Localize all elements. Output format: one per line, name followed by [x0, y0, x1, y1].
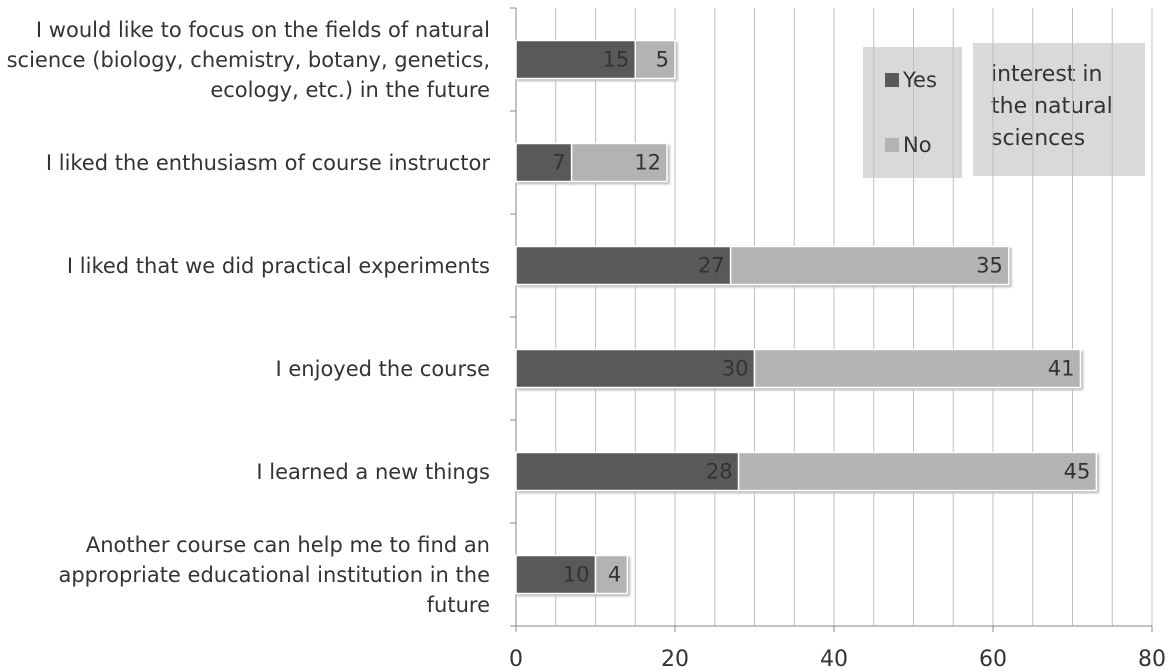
data-label: 35 [976, 254, 1003, 278]
legend-swatch [885, 138, 899, 152]
x-tick-label: 20 [661, 647, 689, 671]
y-tick-label: Another course can help me to find an ap… [58, 532, 490, 617]
bar-segment [570, 142, 668, 183]
legend [863, 47, 962, 178]
bar-segment [753, 348, 1082, 389]
y-tick-label: I enjoyed the course [275, 356, 490, 381]
y-tick-label: I liked the enthusiasm of course instruc… [45, 150, 490, 175]
data-label: 4 [608, 563, 621, 587]
x-tick-label: 0 [509, 647, 523, 671]
data-label: 30 [722, 357, 749, 381]
bar-segment [515, 39, 636, 80]
y-tick-label: I liked that we did practical experiment… [66, 253, 490, 278]
bar-segment [634, 39, 676, 80]
bar-segment [729, 245, 1010, 286]
x-tick-label: 60 [979, 647, 1007, 671]
bar-segment [515, 348, 756, 389]
data-label: 15 [603, 48, 630, 72]
y-tick-label: I would like to focus on the fields of n… [6, 17, 490, 102]
data-label: 7 [552, 151, 565, 175]
bar-segment [515, 554, 597, 595]
x-tick-label: 40 [820, 647, 848, 671]
data-label: 12 [634, 151, 661, 175]
bar-segment [515, 142, 573, 183]
legend-title: interest in the natural sciences [991, 62, 1113, 151]
data-label: 10 [563, 563, 590, 587]
annotation-box: interest in the natural sciences [973, 43, 1145, 176]
data-label: 28 [706, 460, 733, 484]
data-label: 41 [1048, 357, 1075, 381]
x-tick-label: 80 [1138, 647, 1166, 671]
legend-swatch [885, 73, 899, 87]
y-tick-label: I learned a new things [256, 459, 490, 484]
data-label: 45 [1064, 460, 1091, 484]
data-label: 27 [698, 254, 725, 278]
legend-label: Yes [902, 68, 937, 92]
data-label: 5 [656, 48, 669, 72]
bar-segment [594, 554, 629, 595]
legend-label: No [903, 133, 932, 157]
bar-segment [737, 451, 1098, 492]
bar-segment [515, 451, 740, 492]
